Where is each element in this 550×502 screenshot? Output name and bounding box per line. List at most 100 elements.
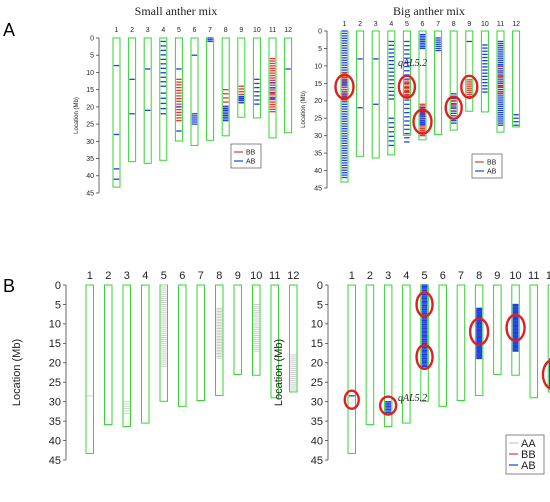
- chromosome-number-label: 5: [177, 27, 181, 34]
- chromosome-number-label: 8: [452, 21, 456, 28]
- chromosome-6: [438, 284, 447, 407]
- y-tick-label: 5: [55, 299, 61, 311]
- y-tick-label: 30: [311, 397, 323, 409]
- chromosome-6: [418, 30, 427, 141]
- chromosome-9: [493, 284, 502, 375]
- y-tick-label: 0: [318, 28, 322, 35]
- y-tick-label: 20: [49, 358, 61, 370]
- y-axis-label: Location (Mb): [273, 339, 285, 406]
- legend-box: [230, 143, 262, 169]
- chromosome-12: [289, 284, 298, 393]
- y-tick-label: 5: [317, 299, 323, 311]
- chromosome-number-label: 10: [250, 270, 262, 282]
- chromosome-11: [270, 284, 279, 399]
- qtl-annotation-label: qAL5.2: [398, 58, 427, 69]
- chromosome-2: [356, 30, 365, 157]
- y-tick-label: 45: [86, 190, 94, 197]
- chromosome-number-label: 6: [421, 21, 425, 28]
- y-tick-label: 35: [49, 416, 61, 428]
- y-axis-label: Location (Mb): [74, 97, 80, 134]
- y-tick-label: 30: [314, 133, 322, 140]
- y-tick-label: 40: [314, 168, 322, 175]
- legend-label-aa: AA: [521, 438, 536, 450]
- chromosome-10: [480, 30, 489, 113]
- y-tick-label: 30: [49, 397, 61, 409]
- qtl-highlight-circle: [460, 74, 479, 100]
- y-tick-label: 35: [311, 416, 323, 428]
- qtl-highlight-circle: [468, 317, 490, 346]
- chromosome-number-label: 2: [358, 21, 362, 28]
- y-tick-label: 40: [49, 435, 61, 447]
- chromosome-number-label: 8: [476, 270, 482, 282]
- legend-label-ab: AB: [521, 460, 536, 472]
- chromosome-number-label: 11: [497, 21, 504, 28]
- qtl-highlight-circle: [412, 108, 433, 135]
- chromosome-8: [221, 37, 230, 137]
- chromosome-number-label: 7: [458, 270, 464, 282]
- chromosome-4: [402, 284, 411, 424]
- chromosome-number-label: 1: [349, 270, 355, 282]
- chromosome-number-label: 10: [253, 27, 261, 34]
- panel-a-label: A: [3, 20, 15, 40]
- chromosome-3: [371, 30, 380, 159]
- y-tick-label: 10: [311, 319, 323, 331]
- y-tick-label: 20: [311, 358, 323, 370]
- legend-label-bb: BB: [487, 159, 497, 166]
- chromosome-4: [141, 284, 150, 424]
- chromosome-number-label: 4: [161, 27, 165, 34]
- chromosome-number-label: 4: [403, 270, 409, 282]
- chromosome-number-label: 11: [528, 270, 539, 282]
- qtl-highlight-circle: [444, 95, 463, 120]
- y-tick-label: 20: [86, 104, 94, 111]
- chromosome-number-label: 9: [494, 270, 500, 282]
- chromosome-number-label: 10: [509, 270, 521, 282]
- chromosome-number-label: 7: [198, 270, 204, 282]
- y-tick-label: 35: [314, 151, 322, 158]
- chromosome-number-label: 8: [224, 27, 228, 34]
- qtl-highlight-circle: [378, 395, 398, 416]
- chromosome-number-label: 1: [343, 21, 347, 28]
- y-tick-label: 5: [90, 53, 94, 60]
- y-tick-label: 30: [86, 139, 94, 146]
- qtl-annotation-label: qAL5.2: [398, 393, 427, 404]
- chromosome-4: [159, 37, 168, 161]
- legend-box: [471, 153, 503, 179]
- chromosome-12: [512, 30, 521, 128]
- chromosome-number-label: 12: [512, 21, 520, 28]
- chromosome-number-label: 2: [367, 270, 373, 282]
- y-axis-label: Location (Mb): [301, 91, 307, 128]
- legend-label-ab: AB: [246, 158, 256, 165]
- chromosome-number-label: 9: [467, 21, 471, 28]
- chromosome-number-label: 11: [269, 27, 276, 34]
- big-anther-mix-title: Big anther mix: [393, 4, 465, 18]
- qtl-highlight-circle: [505, 313, 526, 342]
- chromosome-7: [196, 284, 205, 401]
- qtl-highlight-circle: [415, 291, 434, 318]
- legend-label-bb: BB: [246, 149, 256, 156]
- y-tick-label: 40: [86, 173, 94, 180]
- chromosome-number-label: 6: [193, 27, 197, 34]
- chromosome-number-label: 3: [385, 270, 391, 282]
- chromosome-number-label: 9: [239, 27, 243, 34]
- chromosome-number-label: 5: [161, 270, 167, 282]
- chromosome-5: [174, 37, 183, 142]
- chromosome-number-label: 5: [405, 21, 409, 28]
- chromosome-10: [252, 37, 261, 119]
- y-tick-label: 15: [314, 81, 322, 88]
- chromosome-7: [456, 284, 466, 401]
- y-tick-label: 15: [49, 338, 61, 350]
- chromosome-number-label: 3: [374, 21, 378, 28]
- chromosome-number-label: 1: [115, 27, 119, 34]
- chromosome-number-label: 11: [269, 270, 280, 282]
- chromosome-number-label: 7: [436, 21, 440, 28]
- chromosome-number-label: 7: [208, 27, 212, 34]
- chromosome-number-label: 5: [421, 270, 427, 282]
- y-tick-label: 40: [311, 435, 323, 447]
- y-tick-label: 10: [49, 319, 61, 331]
- chromosome-number-label: 6: [179, 270, 185, 282]
- chromosome-3: [383, 284, 393, 428]
- chromosome-3: [122, 284, 131, 428]
- y-tick-label: 10: [86, 70, 94, 77]
